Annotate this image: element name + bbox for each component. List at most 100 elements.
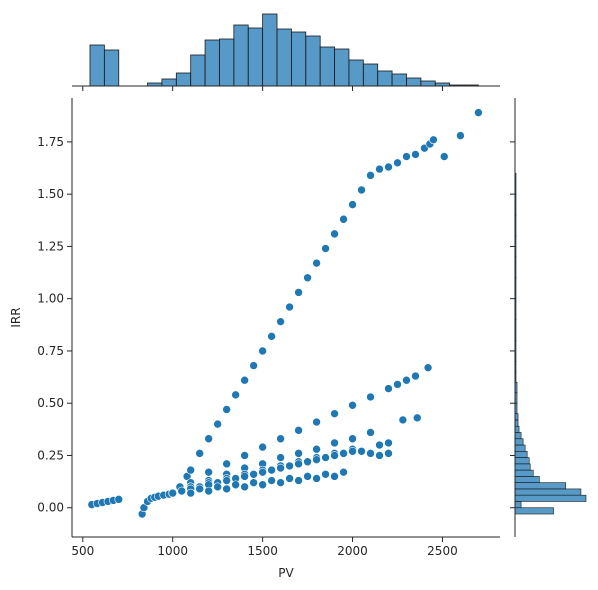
scatter-point <box>321 244 330 253</box>
y-tick-label: 1.75 <box>37 135 64 149</box>
scatter-point <box>240 472 249 481</box>
y-axis-label: IRR <box>9 307 23 327</box>
scatter-point <box>249 361 258 370</box>
scatter-point <box>249 469 258 479</box>
y-tick-label: 1.25 <box>37 239 64 253</box>
x-hist-bar <box>175 72 192 87</box>
scatter-point <box>258 346 267 356</box>
scatter-point <box>285 302 294 312</box>
scatter-point <box>213 482 222 492</box>
x-hist-bar <box>362 63 379 87</box>
scatter-point <box>267 332 276 341</box>
scatter-point <box>186 488 195 498</box>
scatter-point <box>330 409 339 418</box>
x-hist-bar <box>103 49 120 87</box>
scatter-point <box>195 449 204 458</box>
scatter-point <box>412 413 422 423</box>
scatter-point <box>240 482 249 492</box>
scatter-point <box>114 495 124 504</box>
scatter-point <box>213 419 222 429</box>
scatter-point <box>366 392 375 402</box>
scatter-point <box>348 434 357 444</box>
scatter-point <box>357 446 366 456</box>
scatter-point <box>267 465 276 475</box>
scatter-point <box>348 200 357 209</box>
scatter-point <box>204 434 213 444</box>
scatter-point <box>312 417 321 427</box>
x-hist-bar <box>319 46 335 87</box>
scatter-point <box>312 455 321 464</box>
x-hist-bar <box>290 31 307 87</box>
scatter-point <box>204 467 213 477</box>
y-hist-bar <box>514 425 520 433</box>
y-hist-bar <box>514 488 582 496</box>
x-hist-bar <box>406 77 422 87</box>
scatter-point <box>276 478 285 487</box>
scatter-point <box>393 158 402 168</box>
scatter-point <box>474 108 483 117</box>
scatter-point <box>258 480 267 490</box>
scatter-point <box>398 415 408 425</box>
x-hist-bar <box>247 27 264 87</box>
scatter-point <box>312 474 321 483</box>
scatter-points <box>87 108 483 519</box>
scatter-point <box>366 449 375 458</box>
scatter-point <box>402 375 411 385</box>
y-hist-bar <box>514 463 531 471</box>
y-hist-bar <box>514 494 587 502</box>
x-tick-label: 500 <box>71 544 94 558</box>
scatter-point <box>303 457 312 467</box>
scatter-point <box>240 451 249 460</box>
x-hist-bar <box>190 54 206 87</box>
y-hist-bar <box>514 438 524 446</box>
scatter-point <box>294 288 303 297</box>
scatter-point <box>439 152 449 161</box>
scatter-point <box>339 214 348 224</box>
x-marginal-histogram <box>89 13 479 87</box>
scatter-point <box>231 480 240 490</box>
scatter-point <box>384 449 393 458</box>
scatter-point <box>429 135 438 145</box>
scatter-point <box>276 434 285 444</box>
scatter-point <box>258 442 267 452</box>
x-hist-bar <box>233 24 249 87</box>
scatter-point <box>384 162 393 172</box>
scatter-point <box>276 453 285 462</box>
scatter-point <box>375 164 384 174</box>
x-hist-bar <box>204 39 220 87</box>
scatter-point <box>168 488 178 498</box>
x-hist-bar <box>377 70 393 87</box>
x-axis-label: PV <box>278 566 294 580</box>
y-hist-bar <box>514 482 567 490</box>
scatter-point <box>195 484 204 494</box>
scatter-point <box>348 400 357 410</box>
scatter-point <box>294 426 303 435</box>
y-tick-label: 0.50 <box>37 396 64 410</box>
scatter-point <box>240 375 249 385</box>
scatter-point <box>285 474 294 483</box>
scatter-point <box>222 405 231 414</box>
scatter-point <box>357 185 366 195</box>
scatter-point <box>348 446 357 456</box>
scatter-point <box>249 478 258 487</box>
x-hist-bar <box>161 78 177 87</box>
y-tick-label: 0.75 <box>37 344 64 358</box>
scatter-point <box>366 428 375 437</box>
x-hist-bar <box>219 38 235 87</box>
x-hist-bar <box>391 73 407 87</box>
scatter-point <box>330 438 339 448</box>
scatter-point <box>258 467 267 477</box>
x-hist-bar <box>262 13 278 87</box>
y-tick-label: 0.00 <box>37 501 64 515</box>
y-tick-label: 1.50 <box>37 187 64 201</box>
scatter-point <box>411 371 420 381</box>
scatter-point <box>384 438 393 448</box>
scatter-point <box>177 486 186 496</box>
x-hist-bar <box>334 48 350 87</box>
scatter-point <box>312 258 321 268</box>
scatter-point <box>339 467 348 477</box>
scatter-point <box>411 150 420 159</box>
scatter-point <box>285 461 294 471</box>
scatter-point <box>330 472 339 481</box>
scatter-point <box>393 380 402 389</box>
